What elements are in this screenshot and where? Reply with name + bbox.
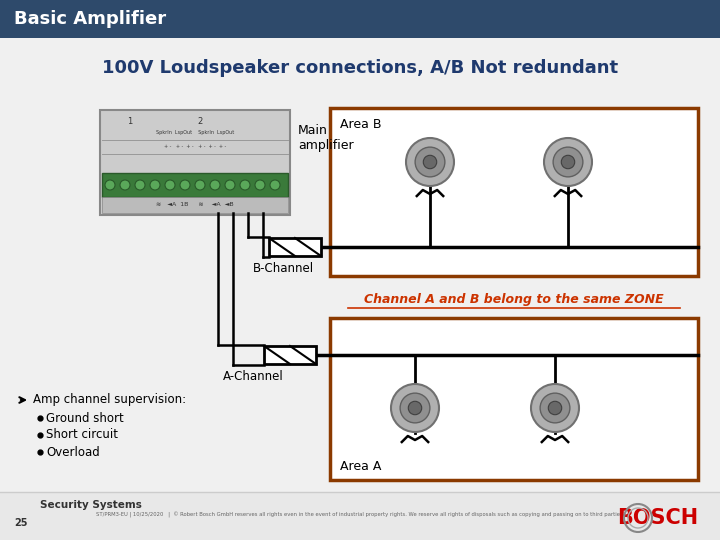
Text: Channel A and B belong to the same ZONE: Channel A and B belong to the same ZONE [364, 294, 664, 307]
Text: Short circuit: Short circuit [46, 429, 118, 442]
Text: + -   + -  + -   + -  + -  + -: + - + - + - + - + - + - [164, 144, 226, 149]
FancyBboxPatch shape [330, 108, 698, 276]
FancyBboxPatch shape [100, 110, 290, 215]
FancyBboxPatch shape [102, 197, 288, 213]
Circle shape [195, 180, 205, 190]
FancyBboxPatch shape [102, 173, 288, 197]
Circle shape [549, 401, 562, 415]
Text: Security Systems: Security Systems [40, 500, 142, 510]
Circle shape [135, 180, 145, 190]
Text: Area A: Area A [340, 460, 382, 472]
Text: 1: 1 [127, 117, 132, 126]
Circle shape [415, 147, 445, 177]
Circle shape [270, 180, 280, 190]
Text: 25: 25 [14, 518, 27, 528]
Circle shape [255, 180, 265, 190]
Circle shape [210, 180, 220, 190]
Text: Main
amplifier: Main amplifier [298, 124, 354, 152]
FancyBboxPatch shape [269, 238, 321, 256]
Text: ≋   ◄A  1B     ≋    ◄A  ◄B: ≋ ◄A 1B ≋ ◄A ◄B [156, 202, 234, 207]
Circle shape [553, 147, 583, 177]
Text: B-Channel: B-Channel [253, 262, 314, 275]
Circle shape [165, 180, 175, 190]
Circle shape [391, 384, 439, 432]
Circle shape [150, 180, 160, 190]
Circle shape [180, 180, 190, 190]
Circle shape [225, 180, 235, 190]
Circle shape [531, 384, 579, 432]
Circle shape [406, 138, 454, 186]
Circle shape [562, 156, 575, 168]
Circle shape [544, 138, 592, 186]
Text: Amp channel supervision:: Amp channel supervision: [33, 394, 186, 407]
Text: SpkrIn  LspOut    SpkrIn  LspOut: SpkrIn LspOut SpkrIn LspOut [156, 130, 234, 135]
FancyBboxPatch shape [330, 318, 698, 480]
Circle shape [408, 401, 422, 415]
Circle shape [240, 180, 250, 190]
Text: 100V Loudspeaker connections, A/B Not redundant: 100V Loudspeaker connections, A/B Not re… [102, 59, 618, 77]
FancyBboxPatch shape [264, 346, 316, 364]
Text: 2: 2 [197, 117, 202, 126]
Text: A-Channel: A-Channel [223, 370, 284, 383]
Circle shape [540, 393, 570, 423]
Text: Area B: Area B [340, 118, 382, 131]
Text: BOSCH: BOSCH [617, 508, 698, 528]
FancyBboxPatch shape [0, 0, 720, 38]
Text: Ground short: Ground short [46, 411, 124, 424]
Text: Overload: Overload [46, 446, 100, 458]
Circle shape [105, 180, 115, 190]
Text: ST/PRM3-EU | 10/25/2020   |  © Robert Bosch GmbH reserves all rights even in the: ST/PRM3-EU | 10/25/2020 | © Robert Bosch… [96, 512, 624, 518]
Circle shape [423, 156, 437, 168]
FancyBboxPatch shape [0, 492, 720, 540]
Text: Basic Amplifier: Basic Amplifier [14, 10, 166, 28]
Circle shape [400, 393, 430, 423]
Circle shape [120, 180, 130, 190]
